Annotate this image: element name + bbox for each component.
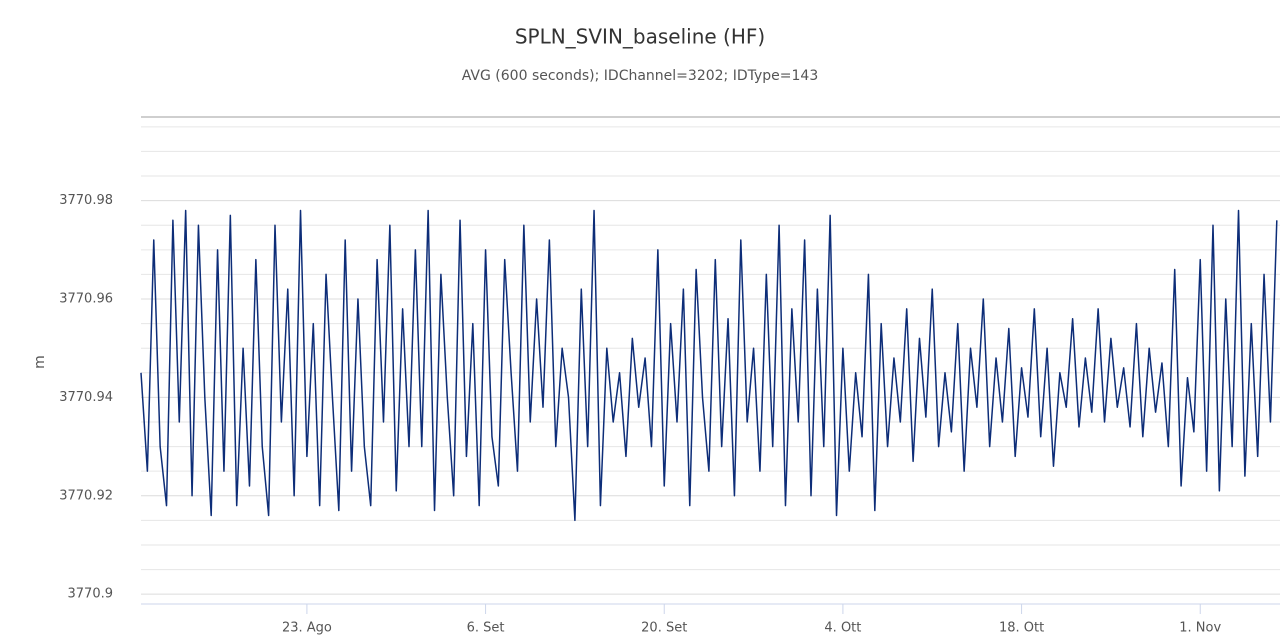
- data-line: [140, 209, 1278, 522]
- chart-subtitle: AVG (600 seconds); IDChannel=3202; IDTyp…: [462, 68, 818, 84]
- y-tick-label: 3770.94: [59, 390, 113, 405]
- x-tick-label: 23. Ago: [282, 621, 332, 636]
- x-tick-label: 1. Nov: [1179, 621, 1221, 636]
- x-tick-label: 18. Ott: [999, 621, 1044, 636]
- y-tick-label: 3770.9: [68, 587, 114, 602]
- y-tick-label: 3770.92: [59, 488, 113, 503]
- y-tick-label: 3770.98: [59, 193, 113, 208]
- y-tick-label: 3770.96: [59, 292, 113, 307]
- x-tick-label: 6. Set: [467, 621, 505, 636]
- x-tick-label: 20. Set: [641, 621, 687, 636]
- chart-title: SPLN_SVIN_baseline (HF): [515, 25, 765, 49]
- x-tick-label: 4. Ott: [824, 621, 861, 636]
- y-axis-title: m: [32, 355, 48, 369]
